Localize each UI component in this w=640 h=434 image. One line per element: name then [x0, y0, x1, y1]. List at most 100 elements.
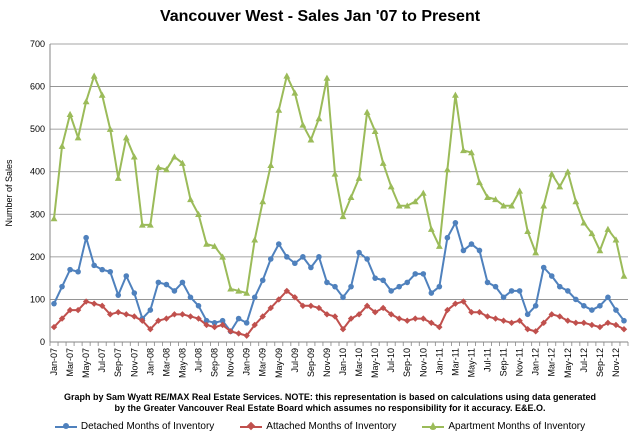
data-point [106, 125, 114, 132]
data-point [138, 221, 146, 228]
data-point [115, 292, 122, 298]
series-layer [50, 72, 628, 339]
data-point [427, 225, 435, 232]
y-tick-label: 0 [40, 337, 45, 347]
data-point [348, 283, 354, 290]
data-point [291, 294, 299, 301]
data-point [211, 320, 218, 326]
series-line [53, 74, 625, 295]
data-point [395, 202, 403, 209]
chart-credit-note: Graph by Sam Wyatt RE/MAX Real Estate Se… [64, 392, 596, 413]
data-point [371, 127, 379, 134]
data-point [58, 142, 66, 149]
data-point [171, 311, 178, 318]
y-axis-label: Number of Sales [4, 159, 14, 227]
data-point [435, 242, 443, 249]
data-point [396, 283, 403, 290]
x-tick-label: May-09 [274, 348, 284, 378]
data-point [75, 268, 81, 275]
data-point [444, 306, 451, 314]
x-tick-label: Jan-09 [242, 348, 252, 376]
y-tick-label: 400 [30, 167, 45, 177]
x-tick-label: Mar-09 [258, 348, 268, 377]
x-tick-label: Mar-10 [354, 348, 364, 377]
data-point [299, 121, 307, 128]
series-line [53, 289, 625, 337]
data-point [452, 220, 459, 226]
x-tick-label: Nov-08 [226, 348, 236, 377]
data-point [307, 136, 315, 143]
data-point [259, 313, 266, 320]
data-point [50, 323, 58, 331]
data-point [123, 311, 130, 318]
x-tick-label: Sep-11 [499, 348, 509, 376]
data-point [452, 300, 459, 307]
x-tick-label: Jan-07 [49, 348, 59, 376]
data-point [50, 215, 58, 222]
data-point [621, 317, 627, 324]
x-tick-label: Nov-07 [129, 348, 139, 377]
x-tick-label: Mar-08 [161, 348, 171, 377]
data-point [363, 302, 371, 310]
data-point [443, 166, 451, 173]
data-point [308, 264, 314, 271]
legend-label-attached: Attached Months of Inventory [266, 421, 397, 432]
data-point [131, 313, 138, 320]
data-point [211, 323, 218, 331]
x-tick-label: Mar-11 [450, 348, 460, 376]
data-point [251, 236, 259, 243]
data-point [235, 315, 242, 322]
data-point [155, 279, 162, 286]
data-point [532, 303, 539, 309]
data-point [171, 288, 178, 294]
data-point [219, 317, 226, 324]
data-point [123, 273, 130, 279]
data-point [283, 72, 291, 79]
data-point [267, 161, 275, 169]
data-point [589, 307, 595, 313]
data-point [564, 288, 571, 294]
y-tick-label: 200 [30, 252, 45, 262]
data-point [604, 225, 612, 232]
x-tick-label: Jul-12 [579, 348, 589, 373]
data-point [460, 147, 467, 154]
data-point [300, 254, 306, 260]
x-tick-label: Jul-09 [290, 348, 300, 373]
data-point [580, 219, 588, 226]
y-tick-label: 300 [30, 209, 45, 219]
data-point [380, 277, 386, 284]
data-point [203, 321, 210, 329]
data-point [51, 300, 57, 307]
x-tick-label: Sep-12 [595, 348, 605, 377]
data-point [195, 315, 202, 322]
data-point [508, 319, 515, 327]
data-point [251, 321, 258, 329]
data-point [508, 202, 515, 209]
data-point [468, 149, 475, 156]
data-point [67, 266, 73, 273]
data-point [412, 271, 419, 277]
data-point [332, 283, 338, 290]
data-point [556, 183, 564, 190]
data-point [404, 317, 411, 324]
data-point [82, 298, 90, 305]
data-point [500, 317, 507, 324]
data-point [267, 304, 274, 312]
data-point [540, 202, 548, 209]
data-point [573, 296, 579, 303]
data-point [444, 234, 451, 241]
data-point [620, 272, 628, 279]
data-point [516, 288, 523, 294]
data-point [74, 134, 82, 141]
data-point [179, 279, 186, 286]
data-point [404, 279, 411, 286]
data-point [163, 166, 170, 173]
data-point [612, 321, 620, 329]
data-point [428, 319, 435, 327]
data-point [596, 247, 604, 254]
data-point [484, 313, 491, 320]
data-point [612, 236, 620, 243]
data-point [275, 296, 282, 303]
data-point [605, 294, 611, 301]
data-point [355, 174, 363, 181]
